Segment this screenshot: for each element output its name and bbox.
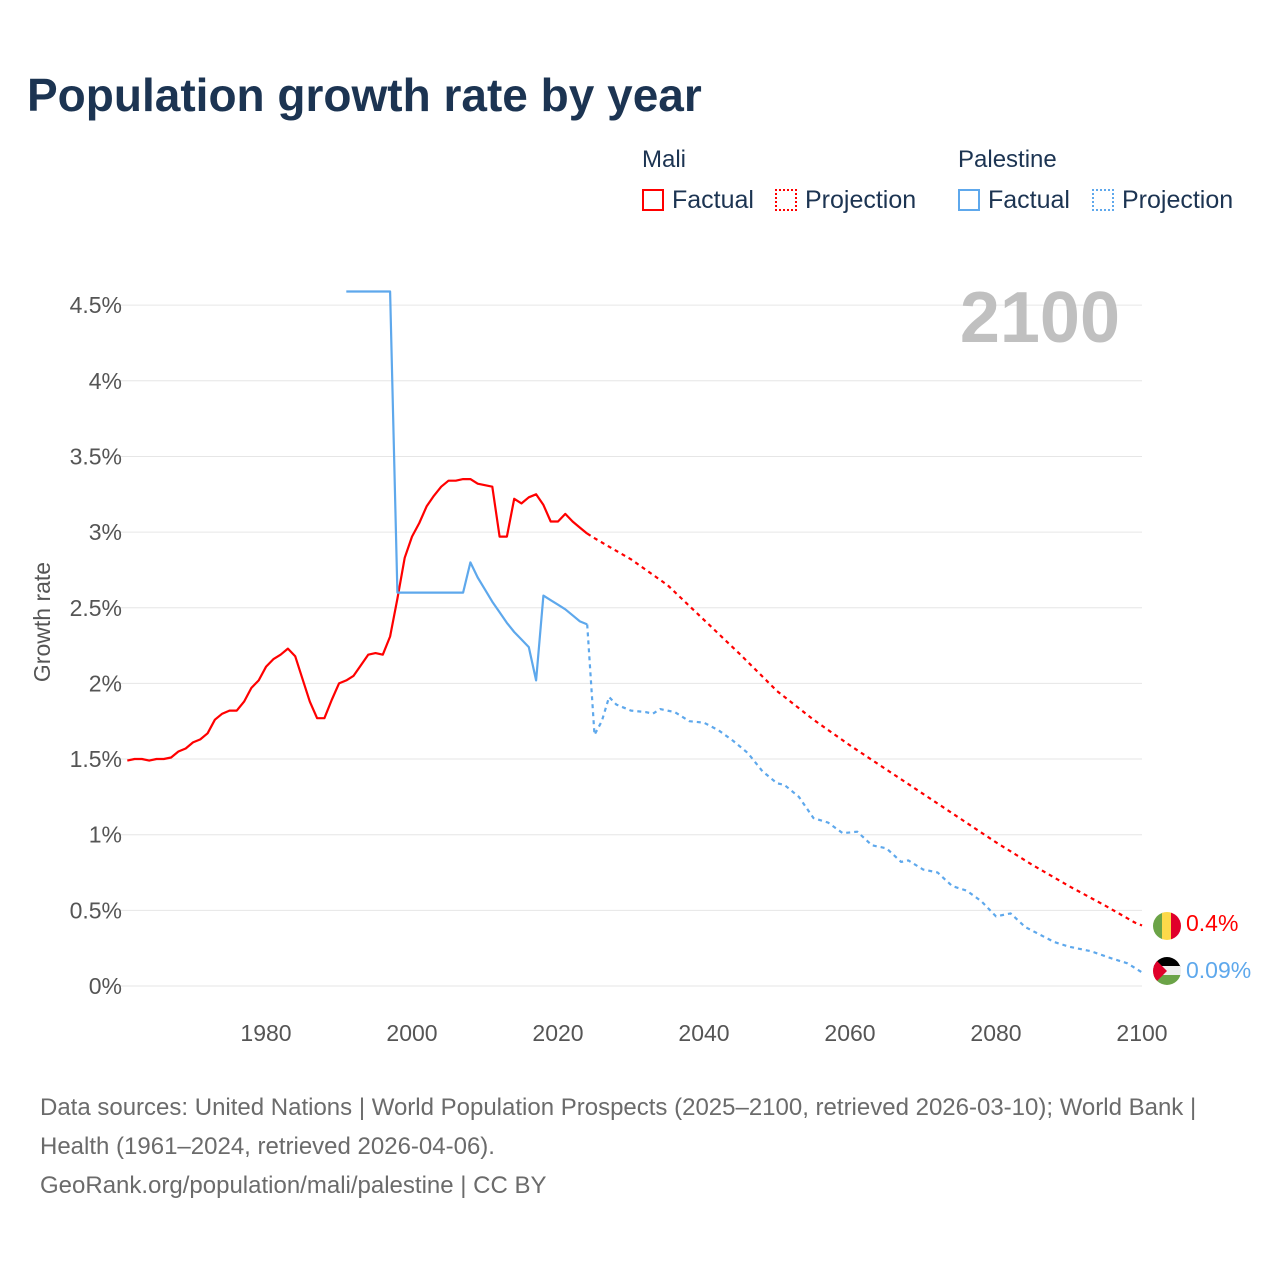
y-tick-label: 0.5% — [70, 897, 122, 923]
legend-label: Projection — [805, 186, 917, 214]
mali-factual-line — [127, 478, 588, 762]
mali-flag-icon — [1153, 912, 1181, 940]
palestine-projection-line — [586, 624, 1143, 974]
legend-label: Projection — [1122, 186, 1234, 214]
legend-mali-projection[interactable]: Projection — [775, 186, 916, 215]
y-tick-label: 3% — [89, 519, 122, 545]
y-tick-label: 1% — [89, 822, 122, 848]
x-tick-label: 2060 — [824, 1020, 875, 1046]
legend-group-palestine: Palestine — [958, 146, 1057, 173]
mali-projection-line — [586, 532, 1143, 927]
mali-end-label: 0.4% — [1186, 910, 1238, 936]
y-tick-label: 3.5% — [70, 443, 122, 469]
x-tick-label: 2100 — [1116, 1020, 1167, 1046]
legend-palestine-factual[interactable]: Factual — [958, 186, 1070, 215]
x-tick-label: 2040 — [678, 1020, 729, 1046]
palestine-factual-line — [346, 290, 588, 682]
y-tick-label: 2.5% — [70, 595, 122, 621]
x-tick-label: 1980 — [240, 1020, 291, 1046]
legend-palestine-projection[interactable]: Projection — [1092, 186, 1233, 215]
page-title: Population growth rate by year — [27, 69, 702, 121]
palestine-flag-icon — [1153, 957, 1181, 985]
palestine-end-label: 0.09% — [1186, 957, 1251, 983]
x-tick-label: 2000 — [386, 1020, 437, 1046]
footer: Data sources: United Nations | World Pop… — [40, 1088, 1240, 1205]
legend-label: Factual — [988, 186, 1070, 214]
y-tick-label: 2% — [89, 670, 122, 696]
source-link[interactable]: GeoRank.org/population/mali/palestine | … — [40, 1172, 547, 1199]
y-tick-label: 4% — [89, 368, 122, 394]
data-sources: Data sources: United Nations | World Pop… — [40, 1094, 1197, 1160]
legend-label: Factual — [672, 186, 754, 214]
y-tick-label: 1.5% — [70, 746, 122, 772]
y-axis-label: Growth rate — [29, 562, 55, 682]
legend-group-mali: Mali — [642, 146, 687, 173]
legend-mali-factual[interactable]: Factual — [642, 186, 754, 215]
y-tick-label: 0% — [89, 973, 122, 999]
year-watermark: 2100 — [960, 278, 1120, 358]
x-tick-label: 2020 — [532, 1020, 583, 1046]
y-tick-label: 4.5% — [70, 292, 122, 318]
x-tick-label: 2080 — [970, 1020, 1021, 1046]
